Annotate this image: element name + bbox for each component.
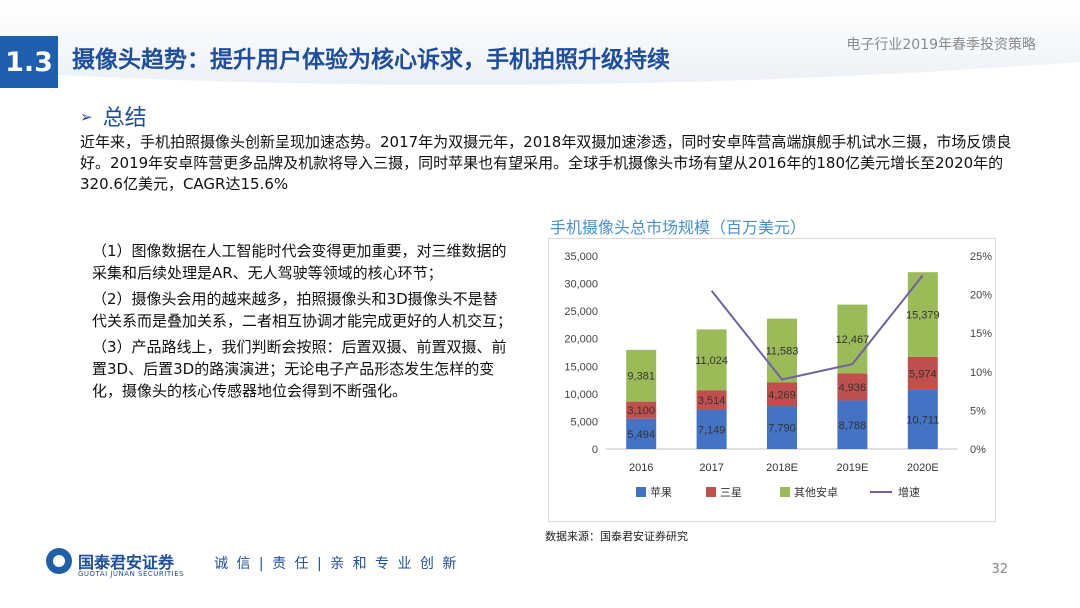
x-tick-label: 2017 [699, 462, 723, 474]
y-tick-label: 15,000 [564, 361, 598, 373]
bar-segment [907, 389, 938, 449]
bullet-item-1: （1）图像数据在人工智能时代会变得更加重要，对三维数据的采集和后续处理是AR、无… [92, 242, 507, 282]
company-logo-inner [53, 555, 65, 567]
legend-label: 增速 [898, 485, 920, 499]
section-number: 1.3 [0, 36, 58, 88]
legend-label: 其他安卓 [794, 485, 838, 499]
company-name-en: GUOTAI JUNAN SECURITIES [78, 570, 185, 578]
data-label: 3,514 [698, 395, 726, 407]
bar-segment [907, 356, 938, 390]
legend-swatch [706, 487, 716, 497]
bar-segment [696, 329, 727, 391]
page-title: 摄像头趋势：提升用户体验为核心诉求，手机拍照升级持续 [72, 47, 670, 73]
y-tick-label: 10,000 [564, 389, 598, 401]
data-label: 12,467 [836, 334, 870, 346]
y2-tick-label: 10% [970, 367, 992, 379]
data-label: 5,974 [909, 368, 937, 380]
data-label: 11,024 [695, 355, 728, 367]
data-label: 8,788 [839, 420, 867, 432]
company-name: 国泰君安证券 [78, 553, 175, 572]
data-label: 9,381 [627, 371, 655, 383]
x-tick-label: 2020E [907, 462, 939, 474]
data-label: 3,100 [627, 405, 655, 417]
y2-tick-label: 0% [970, 444, 986, 456]
bar-segment [767, 318, 797, 383]
y-tick-label: 30,000 [564, 279, 598, 291]
bar-segment [837, 400, 868, 449]
x-tick-label: 2018E [766, 462, 798, 474]
chart-frame [548, 238, 996, 522]
data-label: 4,269 [768, 389, 796, 401]
y-tick-label: 5,000 [570, 416, 598, 428]
y2-tick-label: 15% [970, 328, 992, 340]
bar-segment [767, 406, 797, 449]
legend-label: 三星 [720, 486, 742, 499]
report-name: 电子行业2019年春季投资策略 [846, 37, 1036, 53]
bar-segment [626, 401, 657, 419]
data-label: 4,936 [839, 382, 867, 394]
header-arc [0, 62, 1080, 102]
bullet-item-2: （2）摄像头会用的越来越多，拍照摄像头和3D摄像头不是替代关系而是叠加关系，二者… [92, 290, 513, 330]
y-tick-label: 20,000 [564, 334, 598, 346]
y-tick-label: 0 [592, 444, 598, 456]
bar-segment [767, 382, 797, 407]
y2-tick-label: 5% [970, 405, 986, 417]
chart-title: 手机摄像头总市场规模（百万美元） [550, 218, 807, 237]
bar-segment [626, 418, 657, 449]
summary-heading: ➢ 总结 [80, 100, 147, 132]
bar-segment [626, 349, 657, 402]
legend-label: 苹果 [650, 485, 672, 499]
y2-tick-label: 20% [970, 290, 992, 302]
data-label: 7,790 [768, 423, 796, 435]
x-tick-label: 2019E [836, 462, 868, 474]
growth-line [710, 274, 924, 381]
market-size-chart: 0 5,000 10,000 15,000 20,000 25,000 30,000 35,0… [564, 251, 992, 499]
bar-segment [837, 373, 868, 401]
legend-swatch [780, 487, 790, 497]
data-source: 数据来源：国泰君安证券研究 [545, 530, 688, 543]
summary-heading-text: 总结 [102, 106, 147, 131]
y-tick-label: 25,000 [564, 306, 598, 318]
y-tick-label: 35,000 [564, 251, 598, 263]
y2-tick-label: 25% [970, 251, 992, 263]
data-label: 7,149 [698, 424, 726, 436]
data-label: 5,494 [627, 429, 655, 441]
bar-segment [837, 304, 868, 374]
bar-segment [696, 390, 727, 410]
data-label: 15,379 [906, 310, 940, 322]
bullet-item-3: （3）产品路线上，我们判断会按照：后置双摄、前置双摄、前置3D、后置3D的路演演… [92, 338, 507, 400]
page-number: 32 [991, 562, 1008, 577]
bullet-list: （1）图像数据在人工智能时代会变得更加重要，对三维数据的采集和后续处理是AR、无… [92, 240, 512, 406]
data-label: 10,711 [906, 414, 939, 426]
x-tick-label: 2016 [629, 462, 653, 474]
bar-segment [696, 409, 727, 449]
slogan: 诚 信 | 责 任 | 亲 和 专 业 创 新 [214, 556, 459, 572]
summary-paragraph: 近年来，手机拍照摄像头创新呈现加速态势。2017年为双摄元年，2018年双摄加速… [80, 133, 1012, 193]
legend-swatch [636, 487, 646, 497]
data-label: 11,583 [766, 346, 799, 358]
arrow-bullet-icon: ➢ [80, 108, 93, 126]
